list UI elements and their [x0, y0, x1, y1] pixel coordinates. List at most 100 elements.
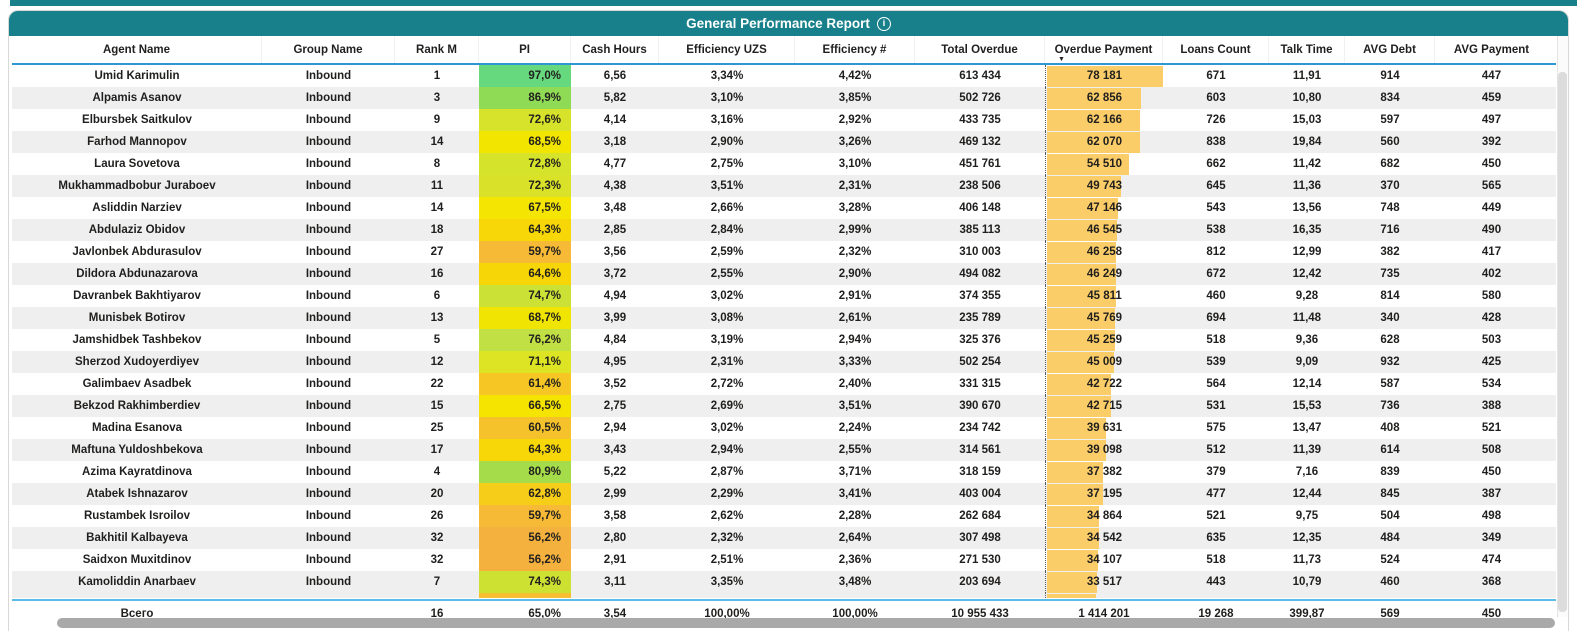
cell-rank: 26 [430, 510, 444, 522]
table-row[interactable]: Madina Esanova Inbound 25 60,5% 2,94 3,02% 2,2… [12, 417, 1556, 439]
table-row[interactable]: Davranbek Bakhtiyarov Inbound 6 74,7% 4,94 3,… [12, 285, 1556, 307]
cell-talk: 15,03 [1292, 114, 1322, 126]
overdue-payment-databar [1047, 175, 1122, 197]
cell-overdue: 310 003 [959, 246, 1001, 258]
cell-eff_n: 3,10% [838, 158, 872, 170]
cell-payment: 45 259 [1045, 329, 1163, 351]
table-row[interactable]: Asliddin Narziev Inbound 14 67,5% 3,48 2,66% 3… [12, 197, 1556, 219]
cell-overdue: 235 789 [959, 312, 1001, 324]
cell-cash: 5,22 [603, 466, 627, 478]
table-row[interactable]: Alpamis Asanov Inbound 3 86,9% 5,82 3,10% 3,85… [12, 87, 1556, 109]
cell-cash: 3,54 [603, 607, 627, 620]
cell-payment: 39 631 [1045, 417, 1163, 439]
column-header-agent[interactable]: Agent Name [12, 36, 262, 63]
column-header-label: Rank M [416, 43, 457, 56]
column-header-eff_n[interactable]: Efficiency # [795, 36, 915, 63]
column-header-debt[interactable]: AVG Debt [1345, 36, 1435, 63]
column-header-pi[interactable]: PI [479, 36, 571, 63]
column-header-label: Efficiency UZS [686, 43, 767, 56]
table-row[interactable]: Mukhammadbobur Juraboev Inbound 11 72,3% 4,3… [12, 175, 1556, 197]
column-header-payment[interactable]: Overdue Payment ▼ [1045, 36, 1163, 63]
cell-eff_n: 3,28% [838, 202, 872, 214]
column-header-cash[interactable]: Cash Hours [571, 36, 659, 63]
cell-value: 39 631 [1086, 422, 1123, 434]
pi-heatmap-cell: 64,3% [479, 439, 571, 461]
table-row[interactable]: Sherzod Xudoyerdiyev Inbound 12 71,1% 4,95 2,… [12, 351, 1556, 373]
column-header-overdue[interactable]: Total Overdue [915, 36, 1045, 63]
table-row[interactable]: Abdulaziz Obidov Inbound 18 64,3% 2,85 2,84% 2… [12, 219, 1556, 241]
cell-value: 49 743 [1086, 180, 1123, 192]
cell-pi: 76,2% [479, 329, 571, 351]
cell-talk [1269, 593, 1345, 598]
table-row[interactable]: Farhod Mannopov Inbound 14 68,5% 3,18 2,90% 3,… [12, 131, 1556, 153]
table-row[interactable]: Azima Kayratdinova Inbound 4 80,9% 5,22 2,87%… [12, 461, 1556, 483]
cell-value: 45 811 [1087, 290, 1122, 302]
table-row[interactable]: Laura Sovetova Inbound 8 72,8% 4,77 2,75% 3,10… [12, 153, 1556, 175]
cell-eff_uzs: 2,62% [710, 510, 744, 522]
cell-pi: 59,7% [479, 241, 571, 263]
cell-pay: 349 [1481, 532, 1502, 544]
table-row[interactable]: Javlonbek Abdurasulov Inbound 27 59,7% 3,56 2… [12, 241, 1556, 263]
cell-cash: 4,14 [603, 114, 627, 126]
cell-agent: Asliddin Narziev [92, 202, 182, 214]
cell-rank: 14 [430, 202, 444, 214]
cell-cash: 3,43 [603, 444, 627, 456]
cell-value: 54 510 [1086, 158, 1123, 170]
column-header-talk[interactable]: Talk Time [1269, 36, 1345, 63]
cell-value: 34 542 [1086, 532, 1123, 544]
table-row[interactable]: Dildora Abdunazarova Inbound 16 64,6% 3,72 2,… [12, 263, 1556, 285]
table-row[interactable]: Umid Karimulin Inbound 1 97,0% 6,56 3,34% 4,42… [12, 65, 1556, 87]
table-row[interactable]: Munisbek Botirov Inbound 13 68,7% 3,99 3,08% 2… [12, 307, 1556, 329]
cell-group: Inbound [305, 158, 352, 170]
column-header-group[interactable]: Group Name [262, 36, 395, 63]
cell-pay: 402 [1481, 268, 1502, 280]
table-row[interactable]: Galimbaev Asadbek Inbound 22 61,4% 3,52 2,72%… [12, 373, 1556, 395]
table-row[interactable]: Saidxon Muxitdinov Inbound 32 56,2% 2,91 2,51… [12, 549, 1556, 571]
column-header-eff_uzs[interactable]: Efficiency UZS [659, 36, 795, 63]
cell-pi: 64,6% [479, 263, 571, 285]
table-row[interactable]: Bekzod Rakhimberdiev Inbound 15 66,5% 2,75 2,… [12, 395, 1556, 417]
cell-group: Inbound [305, 70, 352, 82]
column-header-rank[interactable]: Rank M [395, 36, 479, 63]
vertical-scrollbar-thumb[interactable] [1558, 72, 1567, 612]
info-icon[interactable]: i [876, 16, 891, 31]
cell-debt: 839 [1380, 466, 1400, 478]
column-header-pay[interactable]: AVG Payment [1435, 36, 1548, 63]
table-row[interactable]: Atabek Ishnazarov Inbound 20 62,8% 2,99 2,29%… [12, 483, 1556, 505]
table-row[interactable]: Kamoliddin Anarbaev Inbound 7 74,3% 3,11 3,35… [12, 571, 1556, 593]
cell-eff_n: 2,92% [838, 114, 872, 126]
cell-pi: 74,3% [479, 571, 571, 593]
cell-payment: 54 510 [1045, 153, 1163, 175]
cell-rank [395, 593, 479, 598]
cell-debt: 382 [1380, 246, 1400, 258]
cell-eff_n: 2,99% [838, 224, 872, 236]
cell-cash: 3,58 [603, 510, 627, 522]
vertical-scrollbar-track[interactable] [1557, 36, 1568, 617]
table-row[interactable]: Elbursbek Saitkulov Inbound 9 72,6% 4,14 3,16… [12, 109, 1556, 131]
cell-rank: 16 [430, 268, 444, 280]
cell-group: Inbound [305, 312, 352, 324]
cell-agent: Umid Karimulin [94, 70, 180, 82]
horizontal-scrollbar-thumb[interactable] [57, 618, 1555, 628]
cell-pi: 61,4% [479, 373, 571, 395]
table-row[interactable]: Maftuna Yuldoshbekova Inbound 17 64,3% 3,43 2… [12, 439, 1556, 461]
cell-cash: 4,84 [603, 334, 627, 346]
cell-loans: 635 [1206, 532, 1226, 544]
cell-group: Inbound [305, 422, 352, 434]
cell-talk: 12,44 [1292, 488, 1322, 500]
cell-pay: 428 [1481, 312, 1502, 324]
table-row[interactable]: Rustambek Isroilov Inbound 26 59,7% 3,58 2,62… [12, 505, 1556, 527]
cell-pay: 565 [1481, 180, 1502, 192]
table-row[interactable]: Bakhitil Kalbayeva Inbound 32 56,2% 2,80 2,32… [12, 527, 1556, 549]
cell-value: 37 382 [1086, 466, 1123, 478]
table-row[interactable]: Jamshidbek Tashbekov Inbound 5 76,2% 4,84 3,1… [12, 329, 1556, 351]
cell-cash: 3,56 [603, 246, 627, 258]
cell-cash: 2,99 [603, 488, 627, 500]
cell-eff_uzs: 3,02% [710, 290, 744, 302]
cell-overdue: 613 434 [959, 70, 1001, 82]
cell-group: Inbound [305, 224, 352, 236]
cell-debt: 408 [1380, 422, 1400, 434]
column-header-loans[interactable]: Loans Count [1163, 36, 1269, 63]
cell-payment [1045, 593, 1163, 598]
cell-value: 46 258 [1086, 246, 1123, 258]
